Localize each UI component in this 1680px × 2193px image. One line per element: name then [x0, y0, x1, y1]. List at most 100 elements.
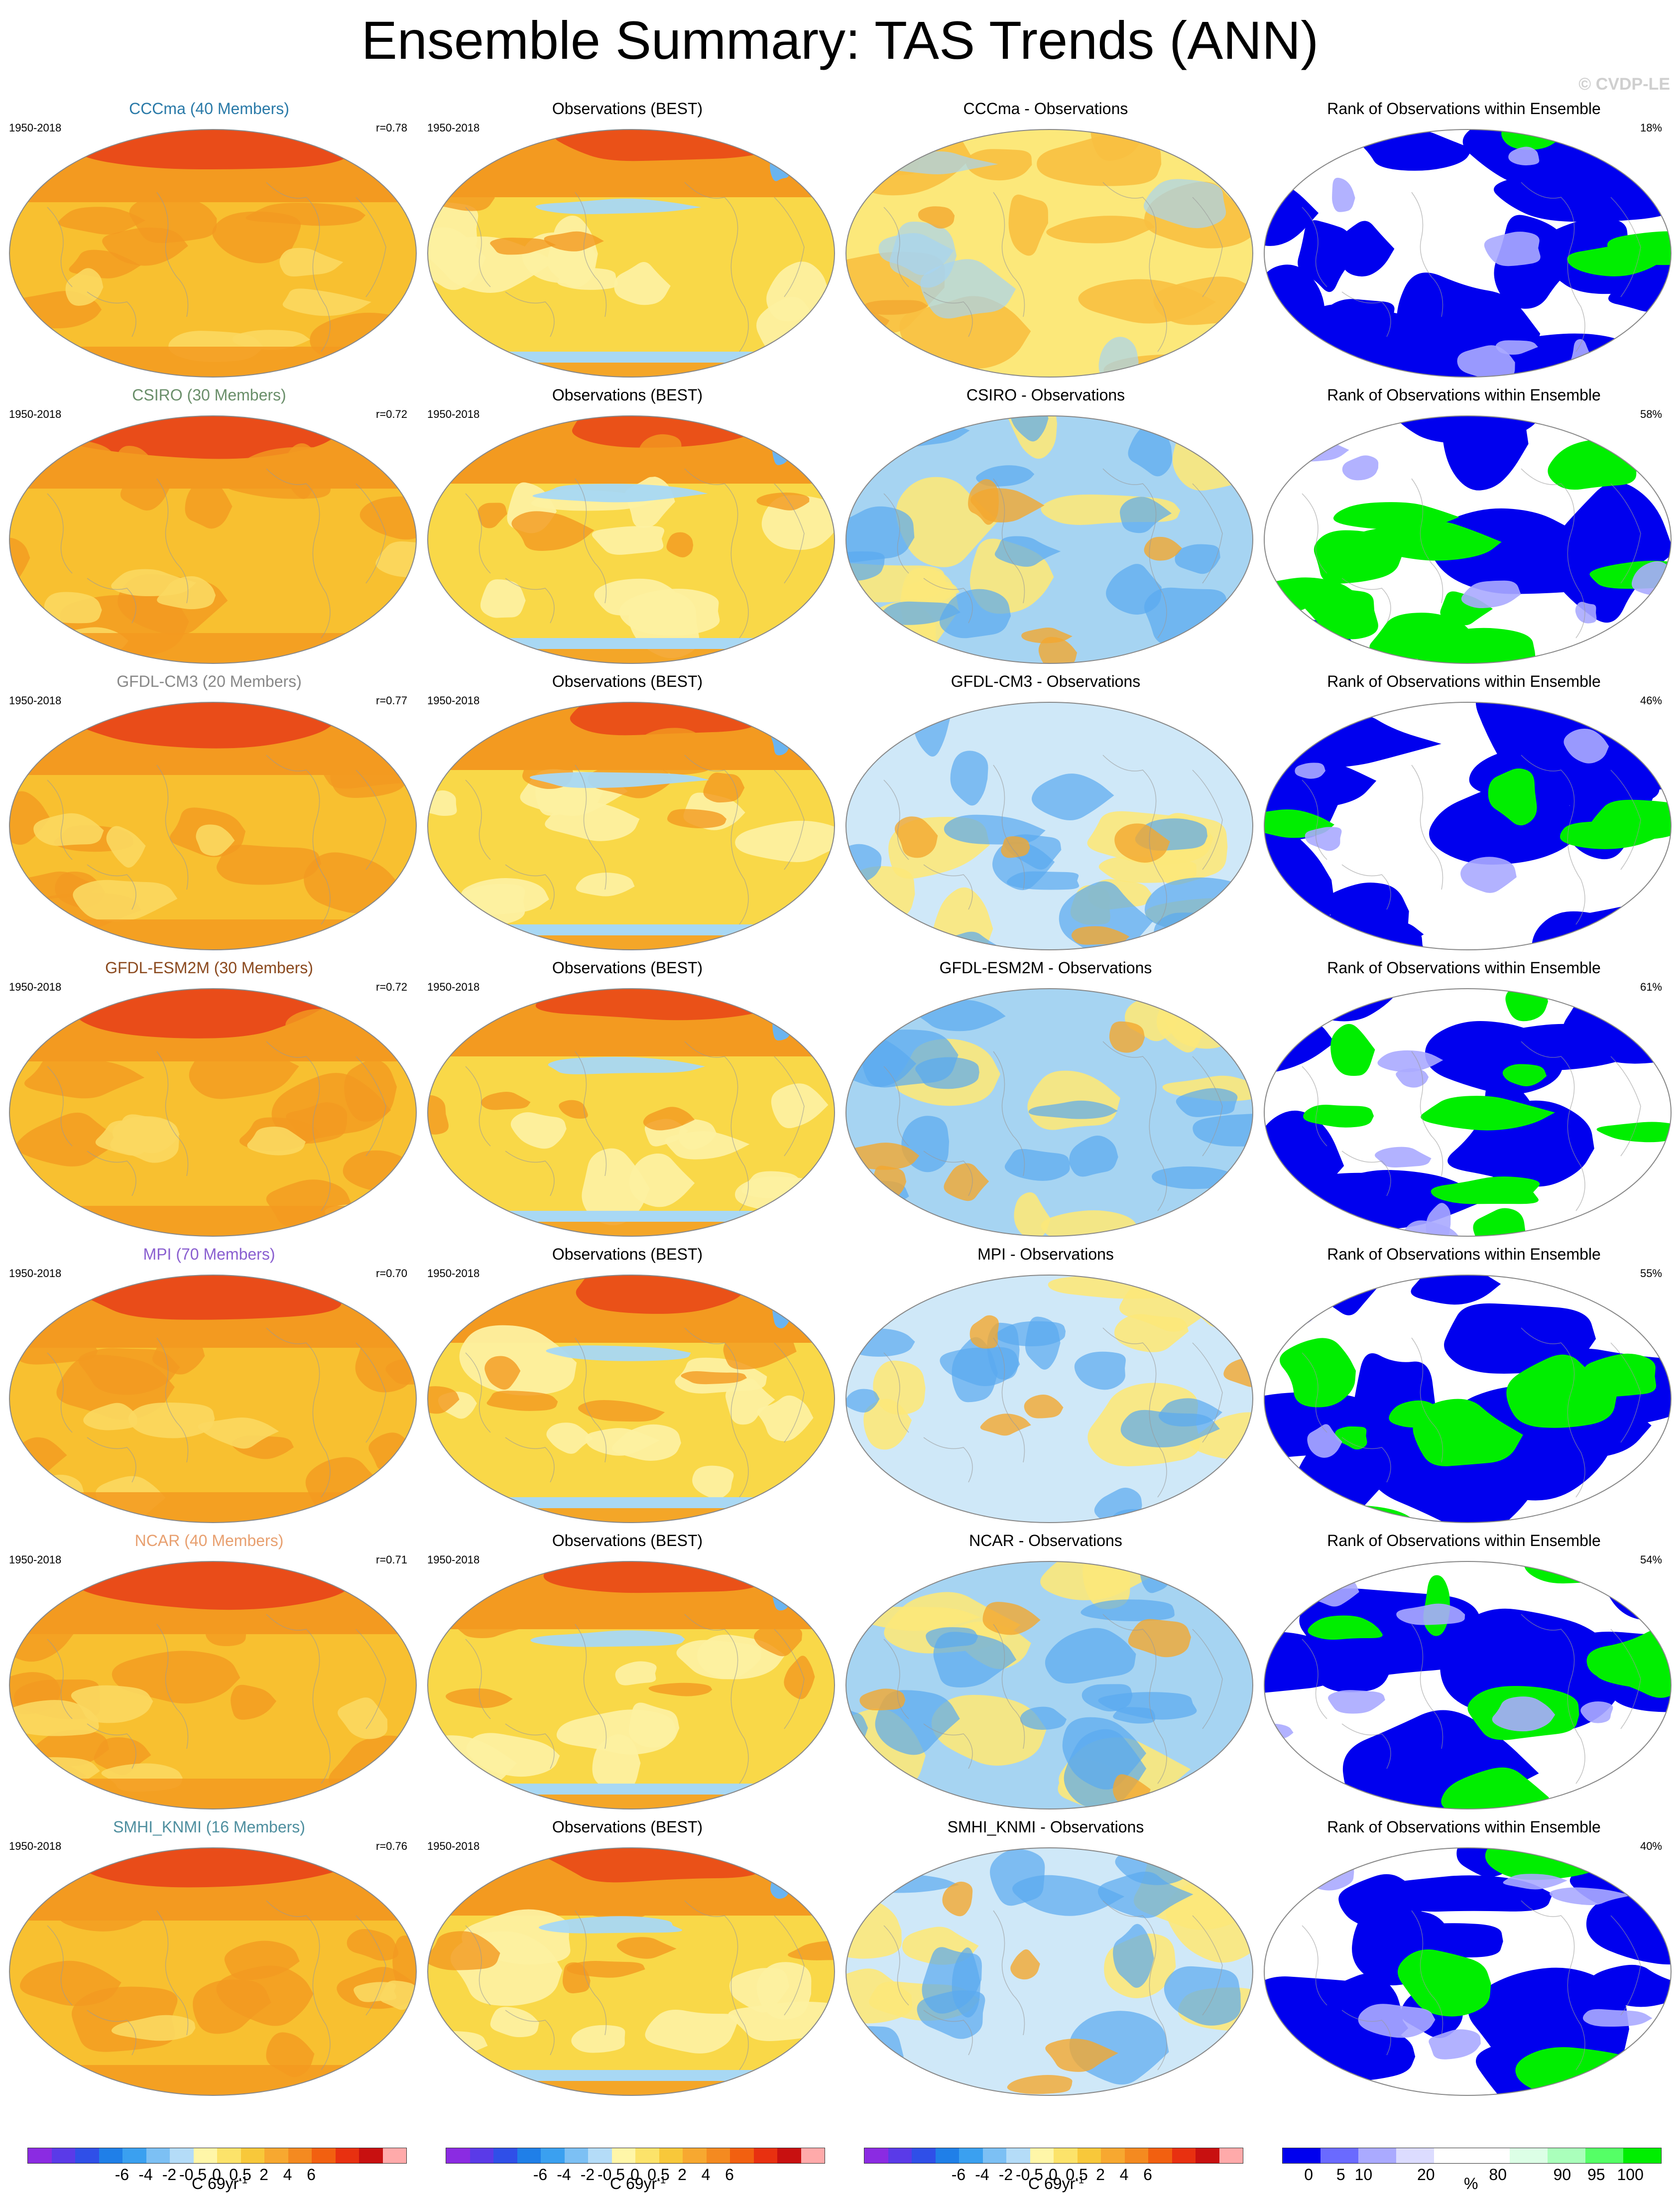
colorbar-trend-tick-label: -4 [975, 2166, 989, 2184]
colorbar-trend-3: -6 -4 -2 -0.5 0 0.5 2 4 6 C 69yr-1 [864, 2148, 1243, 2193]
rank-panel-row-5: Rank of Observations within Ensemble 55% [1255, 1245, 1673, 1532]
colorbar-trend-tick-label: -6 [115, 2166, 129, 2184]
diff-panel-row-5: MPI - Observations [837, 1245, 1255, 1532]
rank-panel-row-7: Rank of Observations within Ensemble 40% [1255, 1818, 1673, 2104]
colorbar-trend-swatch [959, 2148, 983, 2163]
colorbar-trend-tick-label: 2 [1096, 2166, 1105, 2184]
diff-panel-title: NCAR - Observations [969, 1532, 1122, 1549]
rank-map-row-3 [1264, 702, 1672, 950]
colorbar-trend-tick-label: 6 [1143, 2166, 1152, 2184]
obs-map-row-2 [427, 415, 835, 664]
colorbar-trend-swatch [335, 2148, 359, 2163]
rank-panel-title: Rank of Observations within Ensemble [1327, 1245, 1601, 1263]
obs-map-row-6 [427, 1561, 835, 1809]
colorbar-trend-swatch [912, 2148, 936, 2163]
colorbar-trend-swatch [217, 2148, 241, 2163]
colorbar-rank-swatches [1282, 2148, 1662, 2164]
colorbar-trend-swatch [753, 2148, 777, 2163]
colorbar-trend-swatch [1101, 2148, 1125, 2163]
colorbar-rank-swatch [1623, 2148, 1661, 2163]
colorbar-trend-tick-label: 4 [283, 2166, 292, 2184]
model-map-row-6 [9, 1561, 417, 1809]
obs-panel-row-2: Observations (BEST) 1950-2018 [418, 386, 837, 672]
colorbar-trend-swatch [588, 2148, 612, 2163]
obs-panel-row-5: Observations (BEST) 1950-2018 [418, 1245, 837, 1532]
colorbar-rank-swatch [1434, 2148, 1472, 2163]
obs-map-row-4 [427, 988, 835, 1237]
colorbar-trend-tick-label: -2 [580, 2166, 595, 2184]
rank-percent: 46% [1640, 694, 1662, 707]
period-label: 1950-2018 [427, 122, 480, 134]
colorbar-unit: C 69yr-1 [192, 2175, 248, 2193]
colorbar-trend-swatch [470, 2148, 493, 2163]
colorbar-trend-tick-label: -4 [138, 2166, 153, 2184]
rank-panel-title: Rank of Observations within Ensemble [1327, 1818, 1601, 1836]
colorbar-trend-tick-label: -0.5 [1015, 2166, 1044, 2184]
obs-panel-row-7: Observations (BEST) 1950-2018 [418, 1818, 837, 2104]
rank-map-row-1 [1264, 129, 1672, 378]
colorbar-trend-tick-label: -6 [533, 2166, 548, 2184]
obs-panel-row-6: Observations (BEST) 1950-2018 [418, 1532, 837, 1818]
period-label: 1950-2018 [9, 1267, 62, 1280]
diff-panel-title: CSIRO - Observations [966, 386, 1125, 404]
colorbar-trend-swatch [982, 2148, 1006, 2163]
colorbar-trend-swatch [146, 2148, 170, 2163]
period-label: 1950-2018 [427, 1267, 480, 1280]
obs-panel-row-3: Observations (BEST) 1950-2018 [418, 672, 837, 959]
colorbar-trend-tick-label: 6 [307, 2166, 316, 2184]
colorbar-trend-swatches [446, 2148, 825, 2164]
rank-panel-row-1: Rank of Observations within Ensemble 18% [1255, 100, 1673, 386]
model-panel-title: CCCma (40 Members) [129, 100, 289, 118]
colorbar-trend-swatch [1148, 2148, 1172, 2163]
rank-map-row-4 [1264, 988, 1672, 1237]
rank-percent: 55% [1640, 1267, 1662, 1280]
watermark: © CVDP-LE [1578, 75, 1670, 94]
period-label: 1950-2018 [427, 408, 480, 420]
colorbar-trend-swatch [170, 2148, 194, 2163]
colorbar-trend-tick-label: 4 [701, 2166, 711, 2184]
rank-percent: 54% [1640, 1553, 1662, 1566]
rank-panel-row-2: Rank of Observations within Ensemble 58% [1255, 386, 1673, 672]
rank-percent: 18% [1640, 122, 1662, 134]
colorbar-trend-swatch [312, 2148, 336, 2163]
colorbar-rank-swatch [1358, 2148, 1396, 2163]
model-map-row-4 [9, 988, 417, 1237]
obs-panel-title: Observations (BEST) [552, 672, 703, 690]
diff-panel-row-4: GFDL-ESM2M - Observations [837, 959, 1255, 1245]
colorbar-trend-tick-labels: -6 -4 -2 -0.5 0 0.5 2 4 6 [864, 2166, 1242, 2186]
colorbar-trend-2: -6 -4 -2 -0.5 0 0.5 2 4 6 C 69yr-1 [446, 2148, 825, 2193]
colorbar-trend-tick-label: 6 [725, 2166, 734, 2184]
period-label: 1950-2018 [427, 694, 480, 707]
model-panel-title: SMHI_KNMI (16 Members) [113, 1818, 305, 1836]
model-map-row-1 [9, 129, 417, 378]
diff-panel-row-3: GFDL-CM3 - Observations [837, 672, 1255, 959]
colorbar-trend-swatch [659, 2148, 683, 2163]
colorbar-trend-swatch [564, 2148, 588, 2163]
colorbar-trend-swatch [1054, 2148, 1078, 2163]
obs-panel-title: Observations (BEST) [552, 1245, 703, 1263]
period-label: 1950-2018 [9, 1840, 62, 1852]
pattern-correlation: r=0.77 [376, 694, 407, 707]
colorbar-trend-swatch [359, 2148, 383, 2163]
colorbar-trend-swatch [1077, 2148, 1101, 2163]
colorbar-trend-swatch [240, 2148, 264, 2163]
colorbar-trend-swatch [51, 2148, 75, 2163]
colorbar-unit: % [1464, 2175, 1478, 2193]
model-panel-row-5: MPI (70 Members) 1950-2018 r=0.70 [0, 1245, 418, 1532]
model-map-row-3 [9, 702, 417, 950]
colorbar-trend-swatch [864, 2148, 888, 2163]
obs-map-row-5 [427, 1275, 835, 1523]
diff-panel-title: GFDL-CM3 - Observations [951, 672, 1141, 690]
colorbar-trend-tick-label: -6 [951, 2166, 966, 2184]
colorbar-trend-swatch [382, 2148, 406, 2163]
colorbar-rank-swatch [1472, 2148, 1510, 2163]
model-map-row-7 [9, 1847, 417, 2096]
obs-panel-title: Observations (BEST) [552, 1532, 703, 1549]
colorbar-rank-swatch [1320, 2148, 1358, 2163]
obs-panel-row-4: Observations (BEST) 1950-2018 [418, 959, 837, 1245]
period-label: 1950-2018 [427, 1840, 480, 1852]
obs-panel-row-1: Observations (BEST) 1950-2018 [418, 100, 837, 386]
colorbar-trend-tick-label: 0.5 [647, 2166, 670, 2184]
colorbar-rank-swatch [1548, 2148, 1585, 2163]
diff-panel-title: GFDL-ESM2M - Observations [939, 959, 1152, 977]
